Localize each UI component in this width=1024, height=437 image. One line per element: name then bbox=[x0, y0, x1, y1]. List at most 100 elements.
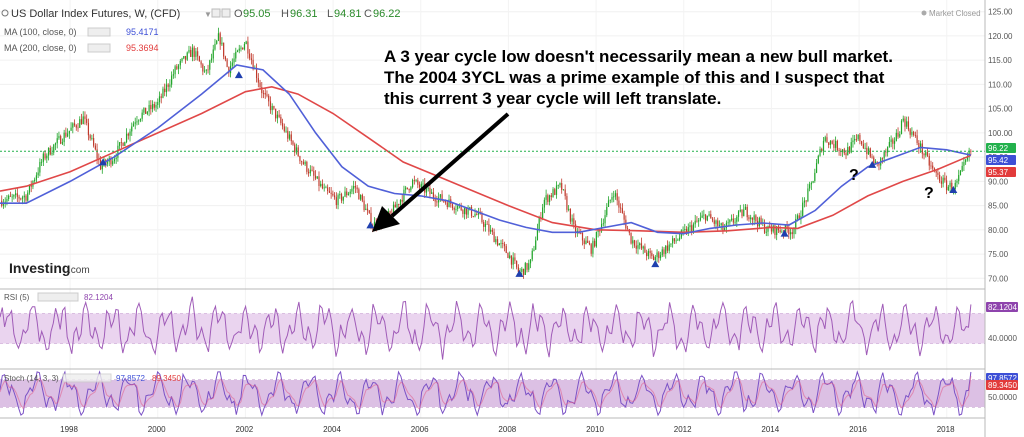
ma200-settings-icon[interactable] bbox=[87, 43, 111, 53]
candle-body bbox=[753, 215, 755, 220]
candle-body bbox=[841, 149, 844, 152]
candle-body bbox=[268, 95, 270, 102]
candle-body bbox=[798, 215, 800, 220]
ma100-legend[interactable]: MA (100, close, 0) 95.4171 bbox=[4, 27, 159, 37]
rsi-badge: 82.1204 bbox=[986, 302, 1018, 312]
cycle-low-marker bbox=[780, 229, 789, 237]
candle-body bbox=[630, 232, 632, 244]
candle-body bbox=[115, 157, 117, 160]
candle-body bbox=[737, 211, 740, 217]
candle-body bbox=[164, 88, 166, 93]
candle-body bbox=[826, 137, 828, 143]
candle-body bbox=[462, 209, 464, 214]
candle-body bbox=[465, 207, 467, 215]
candle-body bbox=[70, 127, 72, 131]
candle-body bbox=[179, 60, 181, 66]
collapse-icon[interactable] bbox=[1, 9, 9, 17]
candle-body bbox=[255, 67, 258, 79]
candle-body bbox=[493, 231, 495, 243]
candle-body bbox=[186, 52, 188, 60]
candle-body bbox=[930, 165, 932, 167]
cycle-low-marker bbox=[234, 71, 243, 79]
dropdown-chevron-icon[interactable]: ▼ bbox=[204, 10, 212, 19]
candle-body bbox=[668, 244, 670, 251]
candle-body bbox=[327, 187, 329, 191]
time-tick-label: 2008 bbox=[498, 425, 516, 434]
rsi-legend[interactable]: RSI (5) 82.1204 bbox=[4, 292, 113, 302]
price-tick-label: 85.00 bbox=[988, 202, 1009, 211]
candle-body bbox=[940, 181, 942, 184]
candle-body bbox=[86, 118, 88, 123]
candle-body bbox=[755, 215, 757, 222]
price-tick-label: 115.00 bbox=[988, 56, 1012, 65]
candle-body bbox=[547, 195, 549, 202]
ma100-line bbox=[0, 64, 972, 235]
candle-body bbox=[477, 211, 480, 215]
candle-body bbox=[965, 159, 967, 163]
candle-body bbox=[174, 66, 176, 75]
candle-body bbox=[654, 257, 656, 261]
candle-body bbox=[39, 161, 41, 173]
candle-body bbox=[687, 227, 689, 234]
symbol-legend[interactable]: US Dollar Index Futures, W, (CFD) ▼ O 95… bbox=[1, 8, 401, 20]
candle-body bbox=[869, 148, 871, 157]
candle-body bbox=[684, 229, 686, 230]
candle-body bbox=[900, 120, 903, 135]
candle-body bbox=[73, 123, 76, 126]
candle-body bbox=[54, 143, 57, 145]
candle-body bbox=[396, 204, 398, 208]
settings-icon[interactable] bbox=[211, 8, 221, 18]
candle-body bbox=[590, 244, 592, 254]
candle-body bbox=[774, 225, 776, 235]
candle-body bbox=[117, 145, 119, 158]
candle-body bbox=[561, 183, 563, 190]
candle-body bbox=[337, 195, 339, 205]
candle-body bbox=[956, 180, 958, 183]
ma200-legend[interactable]: MA (200, close, 0) 95.3694 bbox=[4, 43, 159, 53]
candle-body bbox=[836, 140, 838, 151]
close-icon[interactable] bbox=[221, 8, 231, 18]
rsi-settings-icon[interactable] bbox=[37, 292, 79, 302]
candle-body bbox=[318, 176, 320, 186]
candle-body bbox=[37, 172, 39, 176]
candle-body bbox=[313, 170, 315, 176]
candle-body bbox=[914, 135, 916, 136]
candle-body bbox=[339, 194, 341, 196]
candle-body bbox=[122, 142, 124, 146]
candle-body bbox=[325, 187, 327, 189]
candle-body bbox=[666, 245, 669, 251]
candle-body bbox=[51, 152, 53, 155]
stoch-legend[interactable]: Stoch (14, 3, 3) 97.8572 89.3450 bbox=[4, 373, 181, 383]
candle-body bbox=[548, 195, 551, 202]
stoch-badge-d: 89.3450 bbox=[986, 380, 1018, 390]
candle-body bbox=[177, 65, 180, 69]
candle-body bbox=[727, 222, 729, 224]
candle-body bbox=[871, 156, 873, 158]
candle-body bbox=[41, 161, 43, 163]
candle-body bbox=[167, 84, 169, 87]
question-mark-1: ? bbox=[849, 167, 859, 184]
candle-body bbox=[160, 96, 162, 98]
candle-body bbox=[392, 204, 395, 217]
candle-body bbox=[503, 243, 506, 247]
candle-body bbox=[13, 194, 15, 197]
cycle-low-marker bbox=[868, 160, 877, 168]
candle-body bbox=[486, 223, 488, 225]
candle-body bbox=[902, 118, 904, 121]
candle-body bbox=[408, 188, 410, 191]
candle-body bbox=[784, 224, 786, 234]
ma100-settings-icon[interactable] bbox=[87, 27, 111, 37]
stoch-settings-icon[interactable] bbox=[62, 373, 112, 383]
price-tick-label: 105.00 bbox=[988, 105, 1013, 114]
candle-body bbox=[347, 193, 350, 196]
candle-body bbox=[110, 157, 112, 165]
candle-body bbox=[101, 165, 103, 170]
candle-body bbox=[951, 182, 953, 190]
candle-body bbox=[490, 229, 492, 232]
candle-body bbox=[935, 170, 937, 173]
candle-body bbox=[278, 114, 280, 117]
time-tick-label: 2006 bbox=[411, 425, 429, 434]
candle-body bbox=[888, 141, 890, 147]
candle-body bbox=[909, 129, 911, 135]
